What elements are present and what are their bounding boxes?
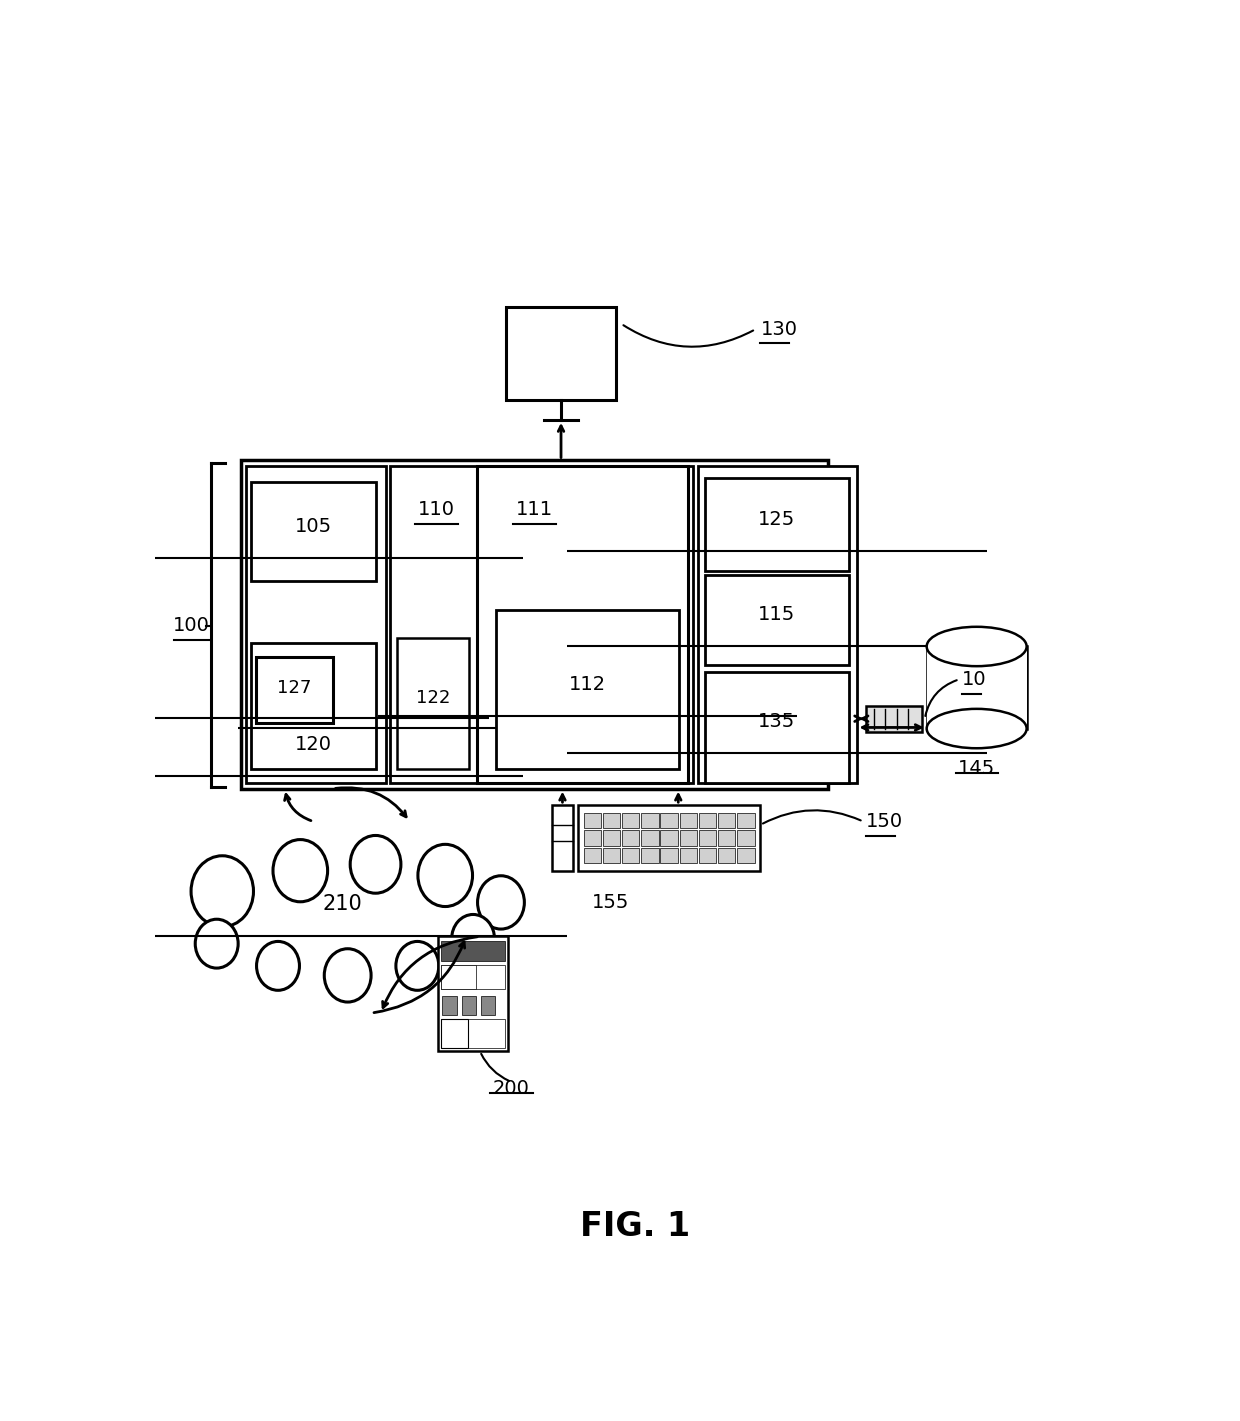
Bar: [496, 611, 678, 769]
Bar: [247, 466, 386, 783]
Bar: [699, 830, 717, 845]
Bar: [718, 813, 735, 828]
Text: 122: 122: [417, 689, 450, 706]
Bar: [441, 1019, 505, 1049]
Ellipse shape: [926, 627, 1027, 666]
Bar: [461, 996, 476, 1015]
Bar: [242, 460, 828, 789]
Text: 125: 125: [758, 510, 795, 529]
Bar: [584, 848, 601, 863]
Bar: [584, 830, 601, 845]
Bar: [481, 996, 495, 1015]
Bar: [661, 848, 678, 863]
Text: 155: 155: [591, 892, 629, 912]
Bar: [443, 996, 456, 1015]
Bar: [578, 806, 760, 871]
Text: 130: 130: [760, 320, 797, 338]
Bar: [866, 706, 921, 732]
Circle shape: [257, 942, 300, 990]
Bar: [441, 941, 505, 961]
Text: 127: 127: [278, 679, 311, 698]
Circle shape: [451, 915, 495, 963]
Bar: [397, 638, 469, 769]
Bar: [622, 830, 640, 845]
Bar: [704, 576, 849, 665]
Text: 135: 135: [758, 712, 795, 732]
Bar: [441, 1019, 467, 1049]
Circle shape: [396, 942, 439, 990]
Bar: [641, 813, 658, 828]
Ellipse shape: [926, 709, 1027, 749]
Bar: [699, 848, 717, 863]
Text: 111: 111: [516, 500, 553, 519]
Text: 112: 112: [569, 675, 606, 693]
Bar: [738, 848, 755, 863]
Circle shape: [477, 875, 525, 929]
Bar: [250, 644, 376, 769]
Bar: [738, 830, 755, 845]
Bar: [603, 848, 620, 863]
Text: 10: 10: [962, 669, 987, 689]
Bar: [704, 477, 849, 571]
Bar: [926, 647, 1027, 729]
Bar: [661, 813, 678, 828]
Circle shape: [418, 844, 472, 907]
Bar: [255, 658, 332, 723]
Bar: [698, 466, 857, 783]
Bar: [661, 830, 678, 845]
Bar: [603, 830, 620, 845]
Text: 110: 110: [418, 500, 455, 519]
Bar: [680, 813, 697, 828]
Bar: [250, 482, 376, 581]
Bar: [738, 813, 755, 828]
Bar: [622, 848, 640, 863]
Bar: [718, 830, 735, 845]
Circle shape: [325, 949, 371, 1002]
Text: 145: 145: [959, 759, 996, 779]
Bar: [552, 806, 573, 871]
Bar: [680, 848, 697, 863]
Bar: [439, 936, 507, 1052]
Text: FIG. 1: FIG. 1: [580, 1209, 691, 1243]
Text: 100: 100: [174, 617, 210, 635]
Bar: [622, 813, 640, 828]
Bar: [641, 848, 658, 863]
Circle shape: [195, 919, 238, 968]
Circle shape: [350, 836, 401, 894]
Bar: [391, 466, 693, 783]
Circle shape: [191, 855, 253, 926]
Text: 115: 115: [758, 605, 795, 624]
Circle shape: [273, 840, 327, 902]
Bar: [584, 813, 601, 828]
Text: 210: 210: [322, 894, 362, 914]
Text: 105: 105: [295, 517, 332, 536]
Text: 120: 120: [295, 736, 332, 755]
Bar: [441, 965, 505, 989]
Bar: [718, 848, 735, 863]
Bar: [477, 466, 688, 783]
Bar: [603, 813, 620, 828]
Bar: [704, 672, 849, 783]
Bar: [441, 965, 476, 989]
Bar: [641, 830, 658, 845]
Bar: [680, 830, 697, 845]
Bar: [506, 307, 616, 401]
Bar: [699, 813, 717, 828]
Text: 200: 200: [494, 1079, 529, 1097]
Text: 150: 150: [866, 811, 903, 831]
